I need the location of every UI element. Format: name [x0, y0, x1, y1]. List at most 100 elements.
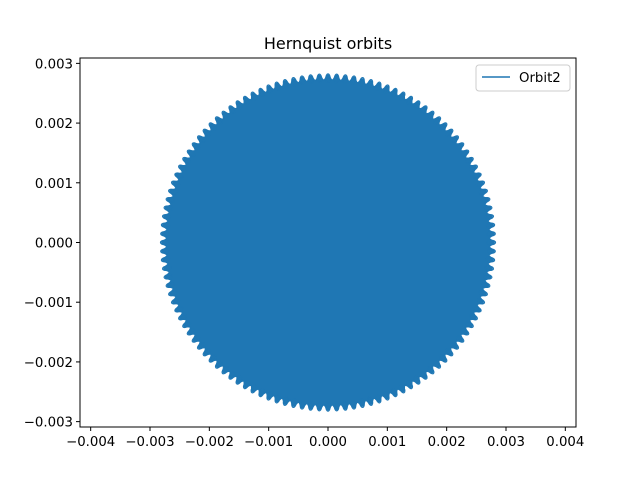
- x-tick-label: −0.004: [66, 435, 115, 450]
- orbit2-petal-loop: [464, 321, 474, 329]
- orbit2-petal-loop: [486, 231, 496, 237]
- x-tick-label: 0.002: [428, 435, 466, 450]
- orbit2-petal-loop: [221, 110, 230, 119]
- orbit2-petal-loop: [413, 375, 421, 385]
- orbit2-petal-loop: [221, 366, 230, 375]
- orbit2-petal-loop: [480, 197, 491, 203]
- orbit2-petal-loop: [478, 290, 489, 297]
- x-tick-label: −0.002: [185, 435, 234, 450]
- x-tick-label: −0.001: [244, 435, 293, 450]
- orbit2-petal-loop: [266, 391, 273, 401]
- orbit2-petal-loop: [367, 79, 374, 89]
- orbit2-petal-loop: [250, 384, 258, 394]
- orbit2-petal-loop: [299, 75, 306, 86]
- orbit2-petal-loop: [167, 290, 178, 297]
- y-tick-label: −0.002: [24, 356, 73, 371]
- y-tick-label: −0.003: [24, 416, 73, 431]
- legend-box: [475, 64, 571, 92]
- orbit2-petal-loop: [426, 366, 435, 375]
- orbit2-petal-loop: [182, 321, 192, 329]
- orbit2-petal-loop: [274, 81, 281, 91]
- orbit2-petal-loop: [208, 122, 217, 131]
- x-tick-label: 0.000: [309, 435, 347, 450]
- orbit2-petal-loop: [163, 273, 174, 280]
- orbit2-petal-loop: [439, 122, 448, 131]
- orbit2-petal-loop: [398, 384, 406, 394]
- legend: Orbit2: [475, 64, 571, 92]
- x-tick-label: −0.003: [125, 435, 174, 450]
- orbit2-petal-loop: [433, 360, 442, 369]
- orbit2-petal-loop: [196, 135, 206, 143]
- y-axis: −0.003 −0.002 −0.001 0.000 0.001 0.002 0.003: [24, 57, 80, 431]
- orbit2-petal-loop: [258, 388, 265, 398]
- orbit2-petal-loop: [165, 282, 176, 288]
- orbit2-petal-loop: [391, 388, 398, 398]
- orbit2-petal-loop: [464, 156, 474, 164]
- orbit2-petal-loop: [433, 116, 442, 125]
- orbit2-petal-loop: [333, 401, 340, 412]
- orbit2-petal-loop: [282, 79, 289, 89]
- orbit2-petal-loop: [242, 95, 250, 105]
- chart-title: Hernquist orbits: [264, 34, 392, 53]
- orbit2-petal-loop: [177, 313, 188, 321]
- orbit2-series-line: [161, 74, 495, 411]
- orbit2-petal-loop: [342, 74, 348, 84]
- orbit2-petal-loop: [333, 73, 340, 84]
- orbit2-petal-loop: [316, 401, 323, 412]
- orbit2-petal-loop: [486, 248, 496, 254]
- orbit2-petal-loop: [165, 197, 176, 203]
- orbit2-petal-loop: [375, 81, 382, 91]
- orbit2-petal-loop: [359, 76, 365, 87]
- orbit2-petal-loop: [480, 282, 491, 288]
- orbit2-petal-loop: [359, 398, 365, 409]
- orbit2-petal-loop: [420, 371, 428, 380]
- orbit2-petal-loop: [325, 401, 331, 412]
- orbit2-petal-loop: [161, 265, 172, 272]
- orbit2-petal-loop: [174, 172, 184, 179]
- orbit2-petal-loop: [455, 335, 465, 343]
- orbit2-petal-loop: [291, 398, 297, 409]
- orbit2-petal-loop: [160, 248, 170, 254]
- orbit2-petal-loop: [316, 73, 323, 84]
- orbit2-petal-loop: [325, 73, 331, 84]
- orbit2-petal-loop: [445, 348, 454, 357]
- orbit2-petal-loop: [163, 205, 174, 212]
- orbit2-petal-loop: [291, 76, 297, 87]
- orbit2-petal-loop: [482, 273, 493, 280]
- orbit2-petal-loop: [160, 231, 170, 237]
- orbit2-petal-loop: [160, 222, 171, 229]
- orbit2-petal-loop: [475, 298, 486, 305]
- orbit2-petal-loop: [445, 128, 454, 137]
- y-tick-label: 0.003: [35, 57, 73, 72]
- orbit2-petal-loop: [391, 87, 398, 97]
- orbit2-petal-loop: [214, 360, 223, 369]
- orbit2-petal-loop: [242, 380, 250, 390]
- orbit2-petal-loop: [383, 391, 390, 401]
- orbit2-petal-loop: [350, 75, 357, 86]
- orbit2-petal-loop: [208, 354, 217, 363]
- orbit2-petal-loop: [367, 396, 374, 406]
- y-tick-label: 0.001: [35, 177, 73, 192]
- orbit2-petal-loop: [455, 142, 465, 150]
- orbit2-petal-loop: [468, 313, 479, 321]
- orbit2-petal-loop: [486, 239, 497, 246]
- orbit2-petal-loop: [228, 371, 236, 380]
- orbit2-petal-loop: [186, 149, 196, 157]
- y-tick-label: 0.000: [35, 237, 73, 252]
- series-layer: [159, 73, 497, 412]
- orbit2-petal-loop: [170, 298, 181, 305]
- orbit2-petal-loop: [484, 213, 495, 220]
- y-tick-label: −0.001: [24, 296, 73, 311]
- orbit2-petal-loop: [450, 342, 460, 350]
- legend-label-orbit2: Orbit2: [519, 71, 561, 86]
- orbit2-petal-loop: [398, 91, 406, 101]
- orbit2-petal-loop: [235, 375, 243, 385]
- orbit2-petal-loop: [472, 172, 482, 179]
- orbit2-petal-loop: [406, 380, 414, 390]
- orbit2-petal-loop: [250, 91, 258, 101]
- orbit2-petal-loop: [485, 256, 496, 263]
- plot-area: [159, 73, 497, 412]
- orbit2-petal-loop: [485, 222, 496, 229]
- orbit2-petal-loop: [482, 205, 493, 212]
- orbit2-petal-loop: [167, 188, 178, 195]
